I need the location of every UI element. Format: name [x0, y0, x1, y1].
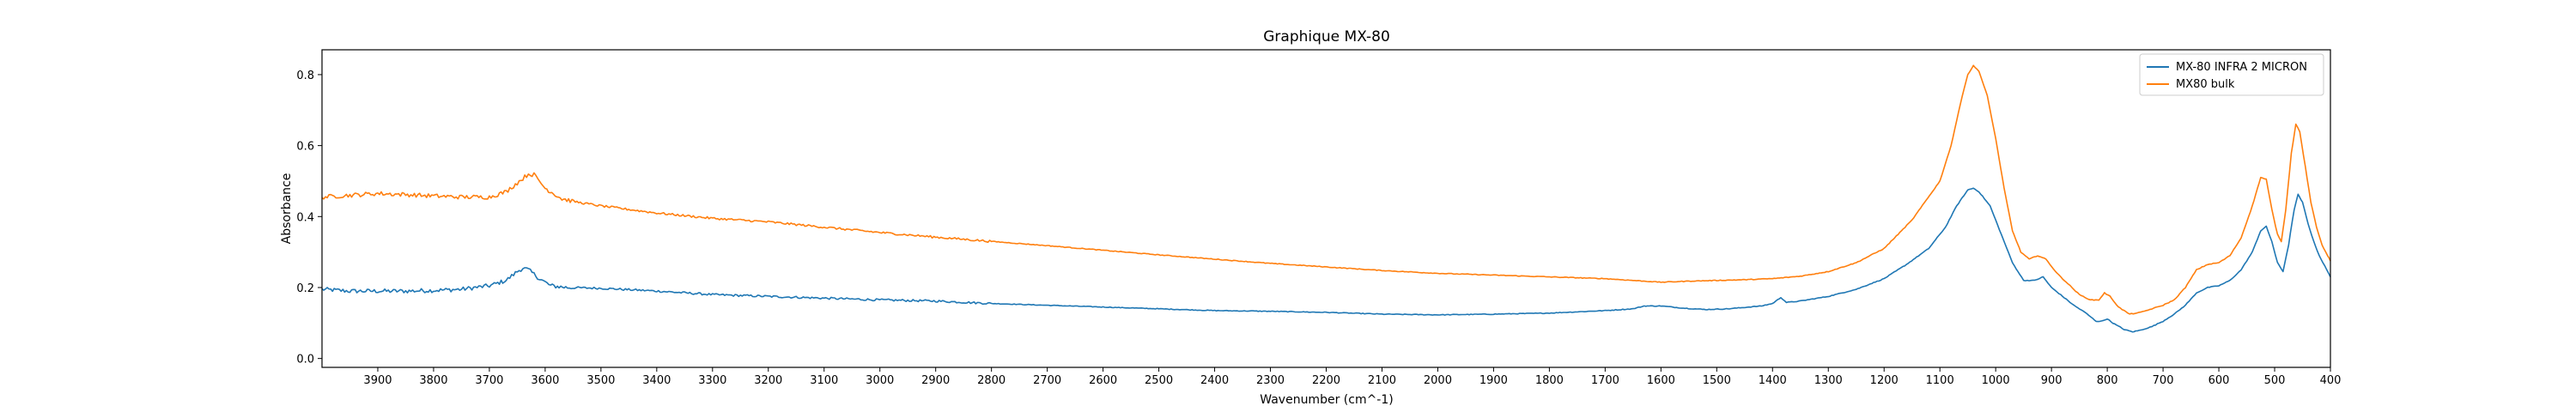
x-tick-label: 1200: [1870, 374, 1899, 387]
y-tick-label: 0.4: [296, 211, 314, 224]
x-tick-label: 2500: [1145, 374, 1173, 387]
x-tick-label: 1000: [1982, 374, 2010, 387]
x-tick-label: 3600: [531, 374, 559, 387]
x-tick-label: 3500: [586, 374, 615, 387]
x-tick-label: 3900: [363, 374, 392, 387]
x-tick-label: 2100: [1368, 374, 1396, 387]
x-tick-label: 2200: [1312, 374, 1340, 387]
x-tick-label: 3300: [698, 374, 726, 387]
x-tick-label: 1100: [1926, 374, 1954, 387]
legend-label: MX-80 INFRA 2 MICRON: [2176, 61, 2307, 74]
x-tick-label: 1600: [1647, 374, 1675, 387]
x-tick-label: 1300: [1814, 374, 1843, 387]
x-tick-label: 3100: [810, 374, 838, 387]
x-tick-label: 1700: [1591, 374, 1619, 387]
series-line-2: [321, 64, 2331, 315]
legend-label: MX80 bulk: [2176, 78, 2235, 91]
series-line-1: [321, 187, 2331, 333]
y-tick-label: 0.0: [296, 354, 314, 367]
x-axis: 3900 3800 3700 3600 3500 3400 3300 3200 3100 3000…: [363, 367, 2341, 387]
x-tick-label: 3000: [866, 374, 894, 387]
x-tick-label: 1400: [1759, 374, 1787, 387]
x-tick-label: 3800: [419, 374, 447, 387]
x-tick-label: 3400: [642, 374, 671, 387]
y-tick-label: 0.6: [296, 141, 314, 154]
x-tick-label: 2600: [1089, 374, 1117, 387]
x-tick-label: 500: [2264, 374, 2286, 387]
chart-title: Graphique MX-80: [1263, 28, 1390, 45]
x-tick-label: 2800: [977, 374, 1005, 387]
y-tick-label: 0.2: [296, 282, 314, 295]
x-tick-label: 2300: [1256, 374, 1285, 387]
x-tick-label: 1800: [1535, 374, 1564, 387]
x-tick-label: 900: [2041, 374, 2063, 387]
x-tick-label: 3200: [754, 374, 782, 387]
y-tick-label: 0.8: [296, 70, 314, 82]
x-tick-label: 600: [2208, 374, 2230, 387]
x-tick-label: 1900: [1479, 374, 1508, 387]
x-tick-label: 3700: [475, 374, 503, 387]
plot-area: [321, 64, 2331, 333]
x-tick-label: 2400: [1200, 374, 1229, 387]
legend: MX-80 INFRA 2 MICRON MX80 bulk: [2139, 53, 2324, 96]
x-axis-label: Wavenumber (cm^-1): [1260, 393, 1393, 407]
x-tick-label: 800: [2097, 374, 2118, 387]
x-tick-label: 1500: [1703, 374, 1731, 387]
x-tick-label: 400: [2320, 374, 2342, 387]
x-tick-label: 700: [2153, 374, 2174, 387]
x-tick-label: 2900: [921, 374, 950, 387]
legend-box: [2139, 53, 2324, 96]
y-axis: 0.0 0.2 0.4 0.6 0.8: [296, 70, 322, 367]
x-tick-label: 2000: [1424, 374, 1452, 387]
x-tick-label: 2700: [1033, 374, 1061, 387]
y-axis-label: Absorbance: [280, 173, 294, 245]
